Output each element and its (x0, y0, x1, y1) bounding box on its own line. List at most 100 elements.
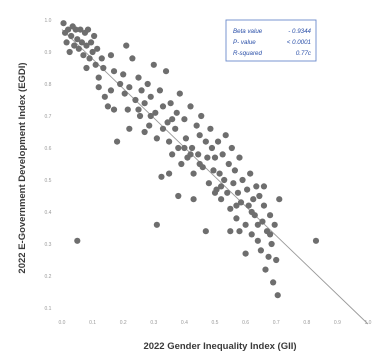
data-point (255, 222, 261, 228)
data-point (249, 231, 255, 237)
data-point (233, 215, 239, 221)
data-point (135, 107, 141, 113)
stats-beta-label: Beta value (233, 28, 263, 35)
data-point (100, 65, 106, 71)
data-point (60, 20, 66, 26)
data-point (220, 151, 226, 157)
data-point (218, 183, 224, 189)
data-point (253, 183, 259, 189)
data-point (160, 103, 166, 109)
data-point (111, 68, 117, 74)
data-point (168, 100, 174, 106)
data-point (148, 94, 154, 100)
data-point (183, 135, 189, 141)
x-tick-label: 0.9 (334, 320, 341, 326)
data-point (270, 279, 276, 285)
data-point (175, 145, 181, 151)
data-point (207, 126, 213, 132)
data-point (99, 55, 105, 61)
data-point (235, 190, 241, 196)
data-point (206, 180, 212, 186)
data-point (151, 62, 157, 68)
stats-rsquared-label: R-squared (233, 50, 262, 57)
data-point (137, 113, 143, 119)
data-point (269, 241, 275, 247)
data-point (102, 94, 108, 100)
data-point (243, 251, 249, 257)
data-point (163, 68, 169, 74)
data-point (227, 206, 233, 212)
x-tick-label: 0.6 (242, 320, 249, 326)
data-point (142, 100, 148, 106)
data-point (94, 46, 100, 52)
stats-box: Beta value - 0.9344 P- value < 0.0001 R-… (226, 20, 316, 61)
data-point (154, 135, 160, 141)
data-point (148, 113, 154, 119)
data-point (132, 97, 138, 103)
data-point (203, 139, 209, 145)
data-point (187, 151, 193, 157)
data-point (111, 107, 117, 113)
data-point (63, 39, 69, 45)
x-tick-label: 0.8 (303, 320, 310, 326)
data-point (261, 183, 267, 189)
data-point (169, 151, 175, 157)
x-tick-label: 0.5 (212, 320, 219, 326)
data-point (181, 116, 187, 122)
y-tick-label: 0.5 (45, 178, 52, 184)
data-point (262, 267, 268, 273)
data-point (246, 203, 252, 209)
data-point (96, 84, 102, 90)
data-point (108, 87, 114, 93)
data-point (93, 62, 99, 68)
data-point (243, 222, 249, 228)
stats-pvalue-label: P- value (233, 39, 256, 46)
stats-rsquared-value: 0.77c (296, 50, 312, 57)
x-axis-title: 2022 Gender Inequality Index (GII) (143, 341, 296, 352)
data-point (74, 238, 80, 244)
data-point (198, 113, 204, 119)
data-point (126, 84, 132, 90)
data-point (154, 222, 160, 228)
data-point (166, 171, 172, 177)
data-point (91, 33, 97, 39)
y-tick-label: 0.3 (45, 242, 52, 248)
data-point (272, 222, 278, 228)
data-point (239, 177, 245, 183)
data-point (224, 190, 230, 196)
data-point (258, 247, 264, 253)
data-point (190, 171, 196, 177)
data-point (218, 196, 224, 202)
y-tick-label: 1.0 (45, 18, 52, 24)
data-point (197, 132, 203, 138)
data-point (276, 196, 282, 202)
data-point (135, 75, 141, 81)
data-point (166, 139, 172, 145)
data-point (216, 171, 222, 177)
data-point (181, 145, 187, 151)
data-point (273, 257, 279, 263)
data-point (223, 132, 229, 138)
x-tick-label: 1.0 (365, 320, 372, 326)
x-tick-label: 0.3 (150, 320, 157, 326)
data-point (122, 91, 128, 97)
data-point (160, 126, 166, 132)
y-tick-label: 0.4 (45, 210, 52, 216)
data-point (157, 87, 163, 93)
data-point (67, 49, 73, 55)
data-point (244, 187, 250, 193)
data-point (105, 103, 111, 109)
data-point (212, 155, 218, 161)
data-point (88, 39, 94, 45)
data-point (126, 126, 132, 132)
data-point (175, 193, 181, 199)
data-point (261, 203, 267, 209)
x-tick-label: 0.4 (181, 320, 188, 326)
data-point (195, 151, 201, 157)
x-tick-label: 0.0 (59, 320, 66, 326)
data-point (313, 238, 319, 244)
y-tick-label: 0.7 (45, 114, 52, 120)
data-point (215, 139, 221, 145)
data-point (226, 161, 232, 167)
